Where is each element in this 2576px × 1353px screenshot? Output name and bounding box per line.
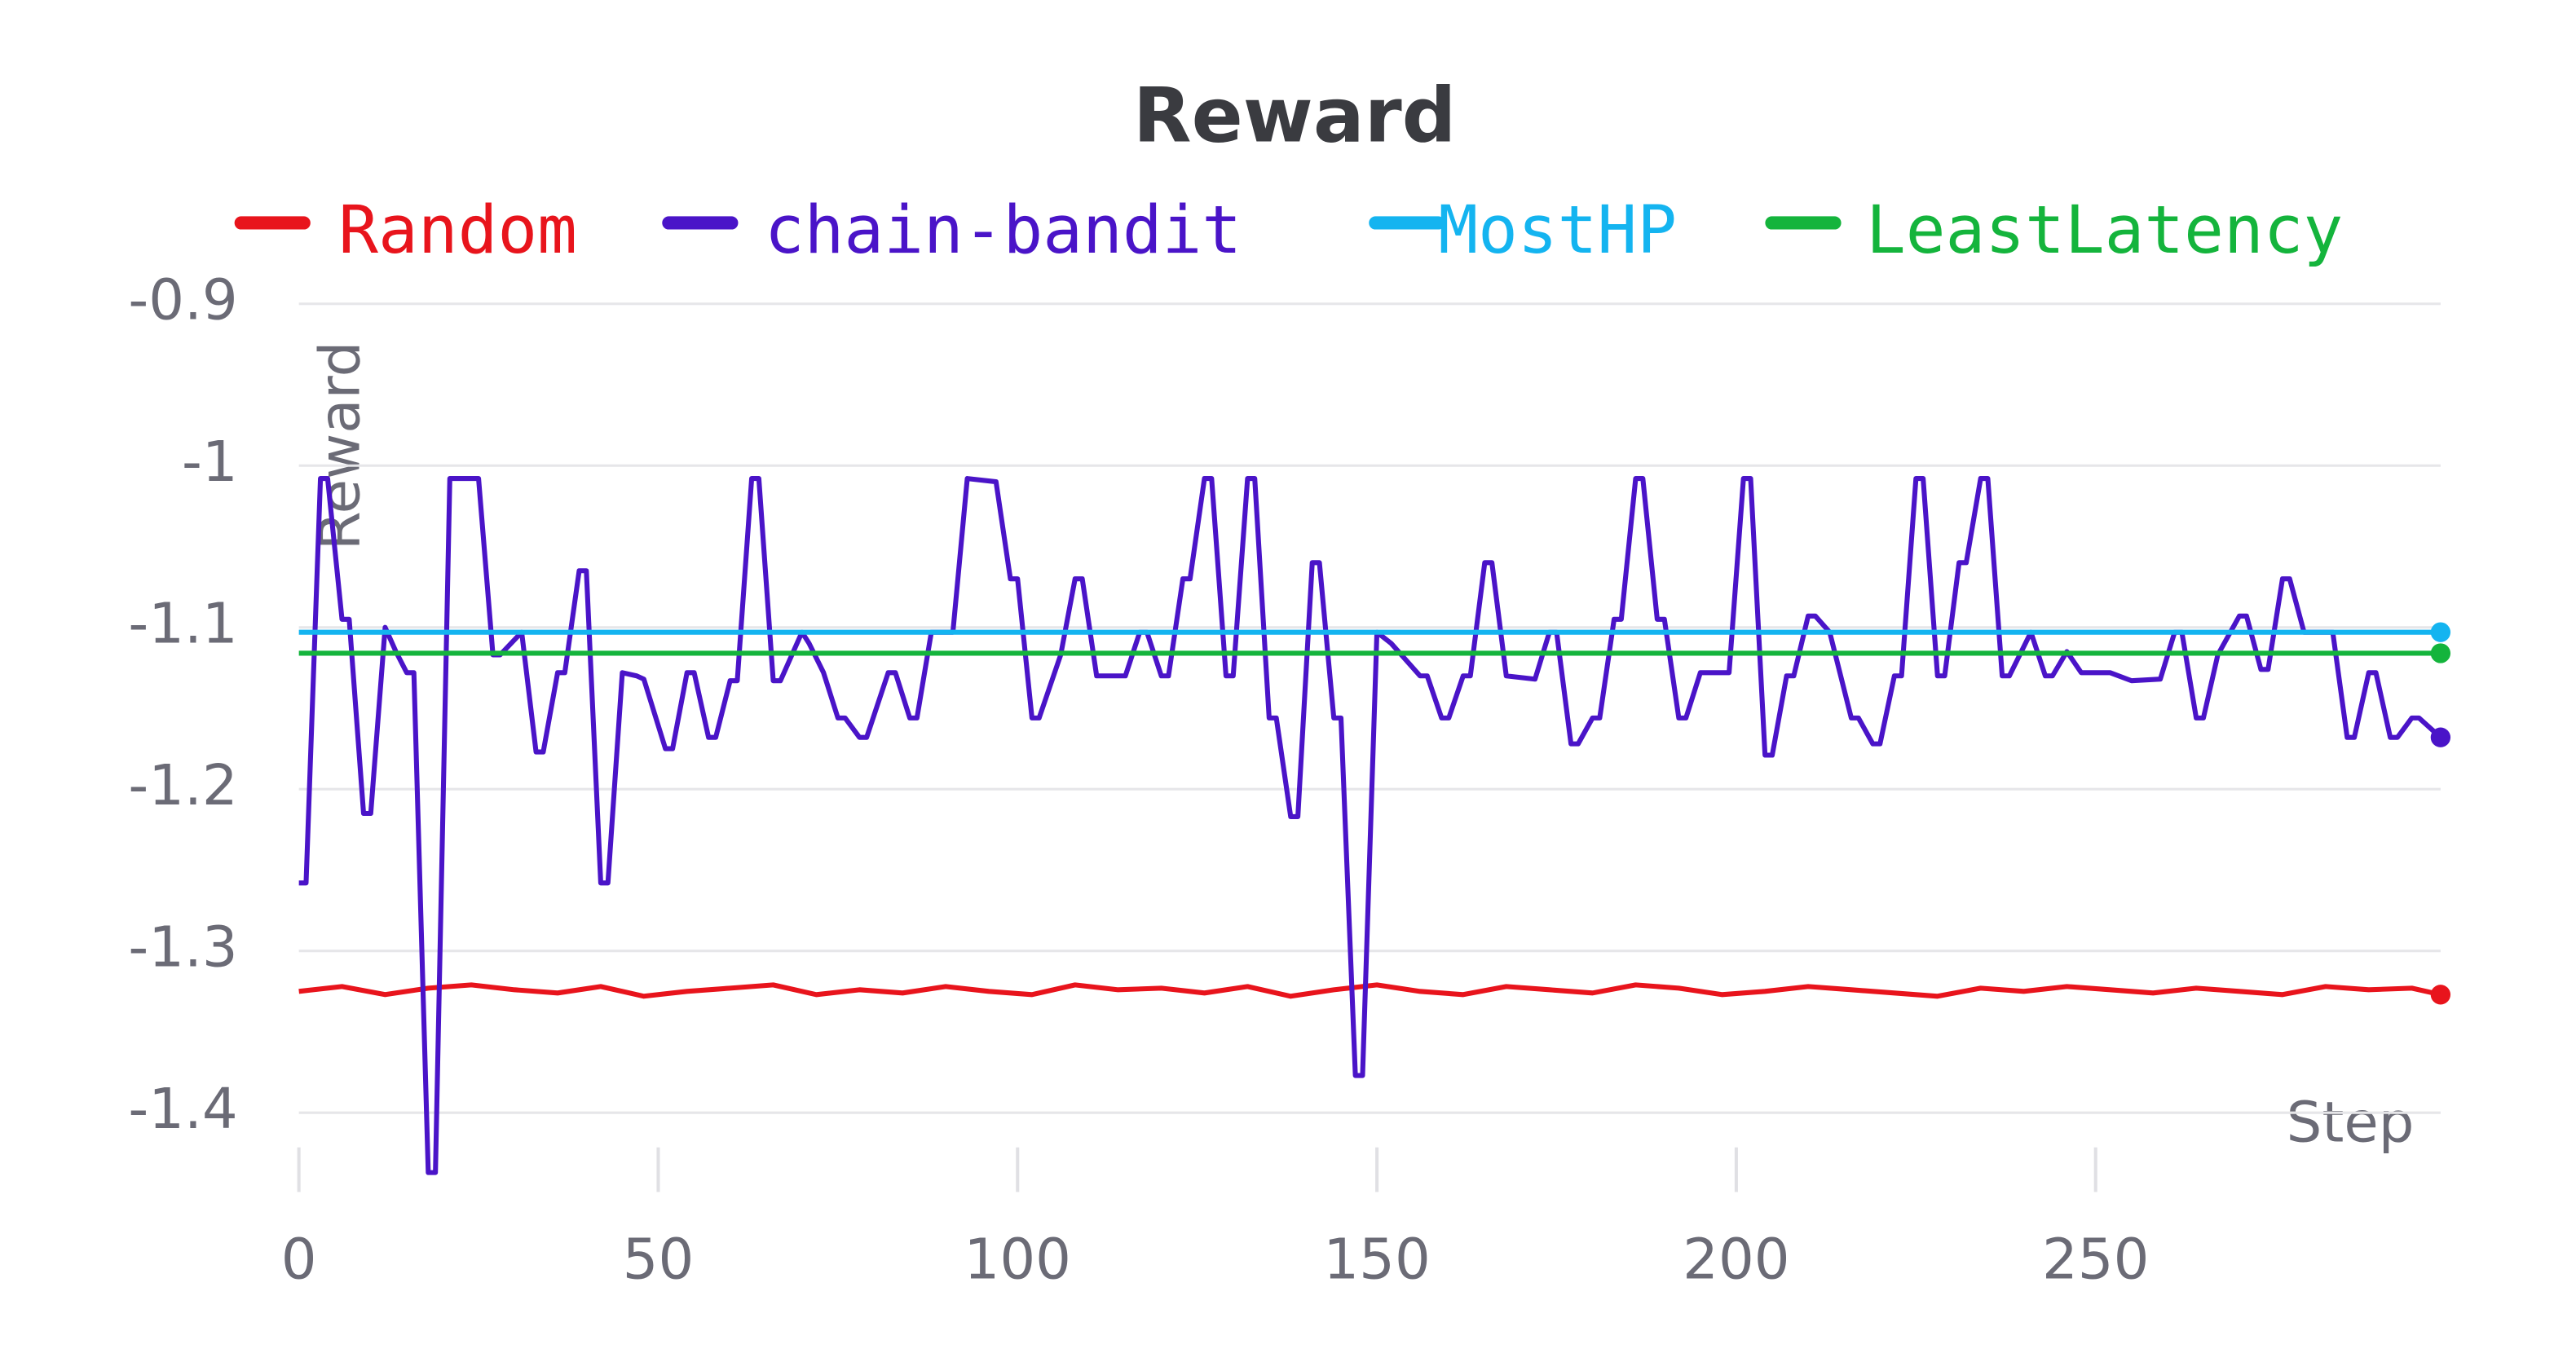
x-tick-label: 200	[1683, 1227, 1789, 1293]
x-tick-label: 250	[2042, 1227, 2149, 1293]
legend-label: LeastLatency	[1866, 192, 2343, 269]
legend-label: Random	[338, 192, 577, 269]
x-tick-label: 50	[623, 1227, 695, 1293]
x-tick-label: 100	[964, 1227, 1071, 1293]
x-tick-label: 150	[1323, 1227, 1430, 1293]
end-point	[2430, 727, 2451, 747]
series-line	[298, 476, 2442, 1175]
y-tick-label: -1.3	[128, 915, 237, 981]
x-tick-label: 0	[281, 1227, 317, 1293]
y-tick-label: -1.2	[128, 753, 237, 818]
y-tick-label: -1	[182, 430, 238, 495]
x-axis-label: Step	[2287, 1091, 2415, 1156]
end-point	[2430, 622, 2451, 642]
y-tick-label: -1.1	[128, 592, 237, 657]
series-line	[298, 982, 2441, 999]
legend-label: chain-bandit	[765, 192, 1242, 269]
end-point	[2430, 985, 2451, 1005]
chart-title: Reward	[1133, 71, 1456, 159]
end-point	[2430, 643, 2451, 663]
y-tick-label: -1.4	[128, 1077, 237, 1142]
legend-label: MostHP	[1438, 192, 1677, 269]
y-tick-label: -0.9	[128, 268, 237, 333]
